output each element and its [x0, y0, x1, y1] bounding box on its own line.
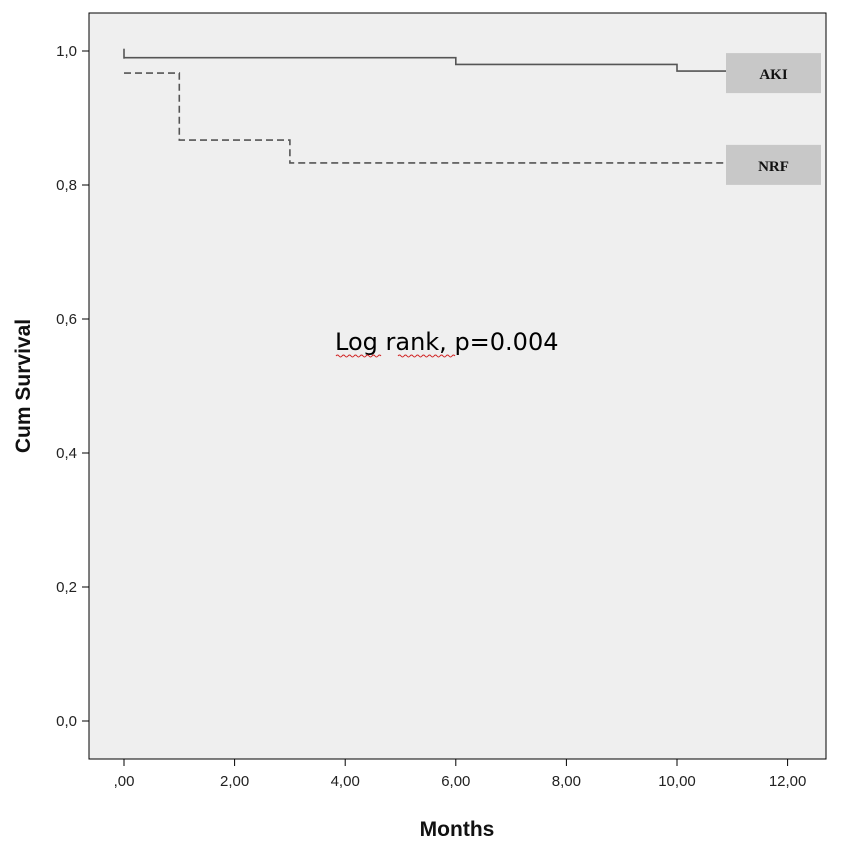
plot-area	[88, 12, 827, 760]
legend: AKI NRF	[726, 53, 821, 185]
x-tick-label: 12,00	[769, 773, 807, 790]
x-tick-label: 10,00	[658, 773, 696, 790]
y-tick-label: 0,0	[56, 713, 77, 730]
x-tick-label: ,00	[114, 773, 135, 790]
y-tick-label: 0,8	[56, 177, 77, 194]
series-line-aki	[124, 56, 733, 72]
x-tick-label: 8,00	[552, 773, 581, 790]
y-tick-label: 0,4	[56, 445, 77, 462]
x-tick-label: 4,00	[331, 773, 360, 790]
y-tick-label: 1,0	[56, 43, 77, 60]
spellcheck-underline	[335, 354, 456, 358]
x-tick-label: 6,00	[441, 773, 470, 790]
legend-box-aki	[726, 53, 821, 94]
legend-label-aki: AKI	[759, 67, 788, 83]
x-tick-label: 2,00	[220, 773, 249, 790]
x-axis: ,00 2,00 4,00 6,00 8,00 10,00 12,00	[114, 759, 807, 790]
annotation-text: Log rank, p=0.004	[335, 328, 559, 356]
y-tick-label: 0,2	[56, 579, 77, 596]
y-tick-label: 0,6	[56, 311, 77, 328]
legend-label-nrf: NRF	[758, 159, 789, 175]
x-axis-title: Months	[420, 818, 495, 841]
y-axis-title: Cum Survival	[12, 319, 35, 453]
legend-box-nrf	[726, 144, 821, 185]
series-lines	[123, 48, 733, 164]
y-axis: 0,0 0,2 0,4 0,6 0,8 1,0	[56, 43, 89, 730]
series-line-nrf	[124, 72, 733, 164]
